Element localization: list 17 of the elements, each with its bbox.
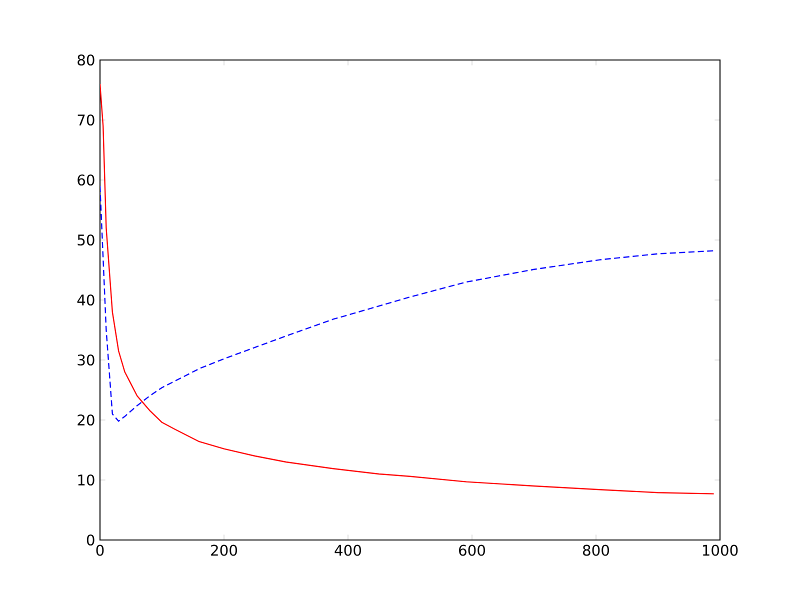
x-tick-label: 1000 bbox=[702, 544, 738, 556]
x-tick-label: 600 bbox=[459, 544, 486, 556]
y-tick-label: 50 bbox=[78, 234, 94, 246]
y-tick-label: 0 bbox=[86, 534, 94, 546]
x-tick-label: 0 bbox=[96, 544, 104, 556]
x-tick-label: 800 bbox=[583, 544, 610, 556]
line-series bbox=[100, 185, 714, 422]
y-tick-label: 30 bbox=[78, 354, 94, 366]
y-tick-label: 70 bbox=[78, 114, 94, 126]
y-tick-label: 40 bbox=[77, 294, 94, 306]
y-tick-label: 10 bbox=[78, 474, 94, 486]
x-tick-label: 200 bbox=[211, 544, 238, 556]
x-tick-label: 400 bbox=[334, 544, 362, 556]
y-tick-label: 20 bbox=[78, 414, 94, 426]
y-tick-label: 80 bbox=[78, 54, 94, 66]
line-series bbox=[100, 83, 714, 494]
y-tick-label: 60 bbox=[78, 174, 94, 186]
